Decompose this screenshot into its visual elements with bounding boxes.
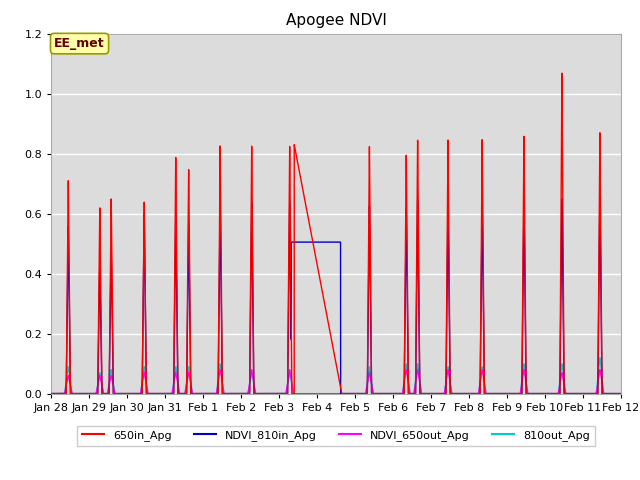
Text: EE_met: EE_met: [54, 37, 105, 50]
Legend: 650in_Apg, NDVI_810in_Apg, NDVI_650out_Apg, 810out_Apg: 650in_Apg, NDVI_810in_Apg, NDVI_650out_A…: [77, 426, 595, 445]
Title: Apogee NDVI: Apogee NDVI: [285, 13, 387, 28]
